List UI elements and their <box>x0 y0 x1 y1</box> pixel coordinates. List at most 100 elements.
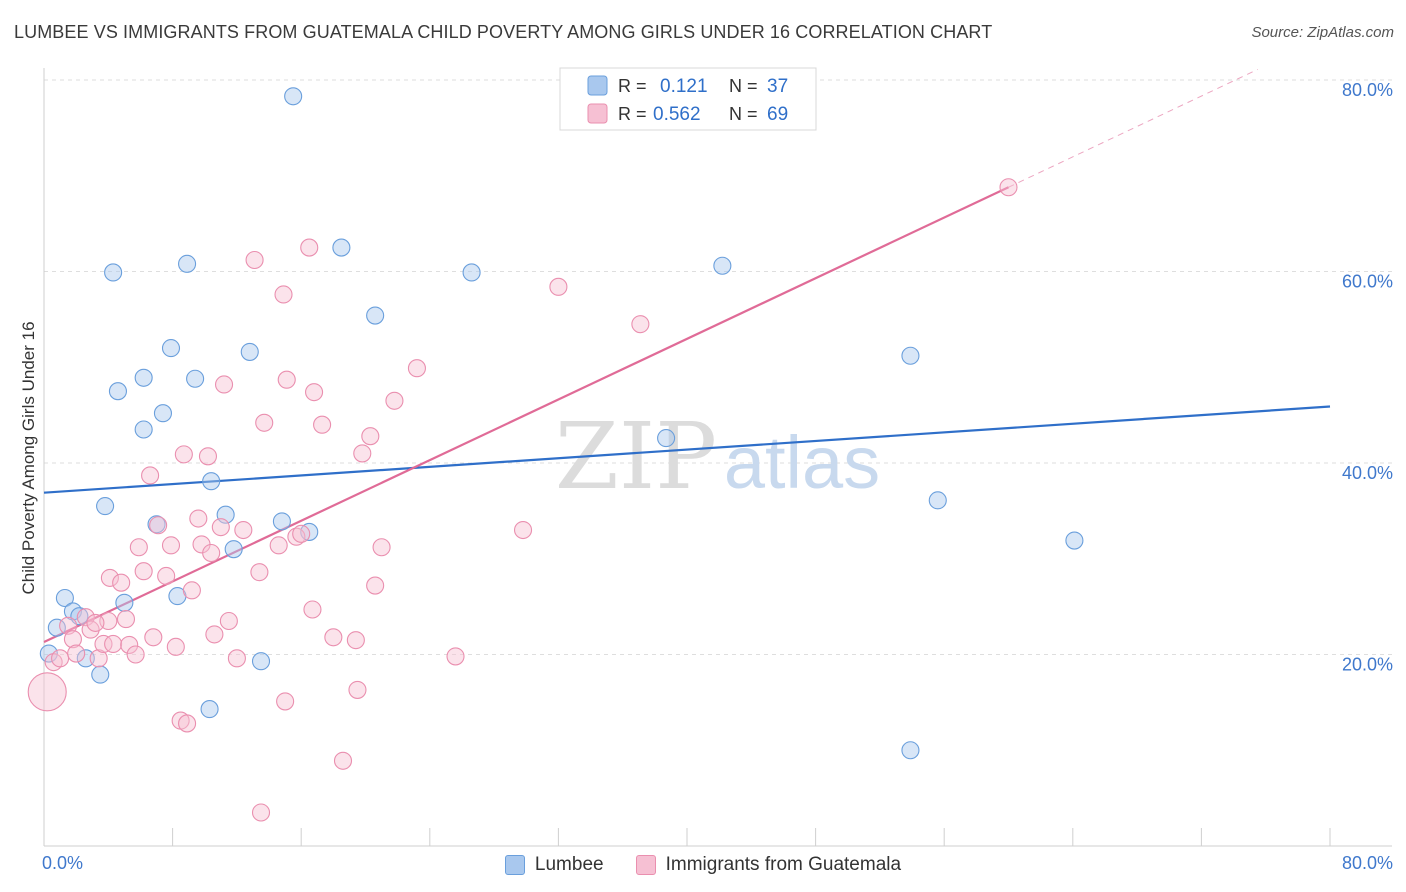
lumbee-point <box>251 652 271 671</box>
guatemala-point <box>182 581 201 600</box>
legend-box: R = 0.121 N = 37 R = 0.562 N = 69 <box>559 67 817 131</box>
x-tick-label-end: 80.0% <box>1342 853 1393 873</box>
guatemala-point <box>234 520 253 540</box>
guatemala-point <box>51 649 70 668</box>
legend-n-label-guatemala: N = <box>729 104 758 124</box>
lumbee-point <box>240 342 259 361</box>
lumbee-point <box>657 429 676 448</box>
lumbee-point <box>186 369 205 388</box>
source-credit: Source: ZipAtlas.com <box>1251 24 1394 41</box>
legend-label-lumbee: Lumbee <box>534 854 604 875</box>
guatemala-point <box>274 285 293 304</box>
guatemala-point <box>385 391 404 410</box>
lumbee-point <box>713 256 732 275</box>
legend-swatch-lumbee <box>587 75 608 96</box>
guatemala-point <box>251 803 271 822</box>
guatemala-point <box>211 518 230 537</box>
guatemala-point <box>245 250 264 270</box>
guatemala-point <box>178 714 197 733</box>
y-axis-label: Child Poverty Among Girls Under 16 <box>19 321 38 594</box>
guatemala-point <box>120 635 139 654</box>
lumbee-point <box>332 238 351 257</box>
lumbee-point <box>462 263 481 282</box>
legend-r-value-guatemala: 0.562 <box>653 104 701 125</box>
legend-r-label-lumbee: R = <box>618 76 647 96</box>
lumbee-point <box>202 472 221 491</box>
legend-swatch-lumbee-bottom <box>504 855 525 875</box>
lumbee-point <box>178 254 197 273</box>
guatemala-point <box>513 520 533 540</box>
guatemala-point <box>549 277 568 296</box>
lumbee-point <box>901 346 920 365</box>
guatemala-point <box>100 568 119 587</box>
guatemala-point <box>446 647 465 666</box>
lumbee-point <box>153 404 173 423</box>
y-tick-labels: 20.0% 40.0% 60.0% 80.0% <box>1342 80 1393 675</box>
lumbee-point <box>39 644 58 663</box>
series-lumbee-points <box>39 87 1084 760</box>
gridlines <box>44 79 1392 655</box>
lumbee-point <box>224 540 243 559</box>
guatemala-point <box>303 600 322 619</box>
guatemala-point <box>227 649 246 668</box>
guatemala-point <box>86 613 105 632</box>
guatemala-point <box>59 616 78 635</box>
lumbee-trend-line <box>43 405 1331 494</box>
guatemala-trend-extension <box>1008 69 1258 188</box>
lumbee-point <box>76 649 95 668</box>
guatemala-point <box>361 427 380 446</box>
guatemala-point <box>219 611 238 631</box>
guatemala-point <box>255 413 274 432</box>
guatemala-point <box>134 562 153 581</box>
guatemala-point <box>250 563 269 582</box>
guatemala-point <box>166 637 185 656</box>
guatemala-point <box>277 370 296 389</box>
guatemala-point <box>94 634 113 654</box>
guatemala-point <box>161 536 181 555</box>
lumbee-point <box>115 593 134 612</box>
guatemala-point <box>631 315 650 334</box>
lumbee-point <box>901 741 920 760</box>
guatemala-point <box>214 375 234 394</box>
y-tick-label: 80.0% <box>1342 80 1393 100</box>
guatemala-point <box>346 631 365 650</box>
guatemala-point <box>198 447 218 466</box>
y-tick-label: 40.0% <box>1342 463 1393 483</box>
lumbee-point <box>928 491 947 510</box>
guatemala-point <box>269 536 288 555</box>
lumbee-point <box>161 339 181 358</box>
lumbee-point <box>104 263 123 282</box>
guatemala-point <box>202 543 221 563</box>
legend-r-value-lumbee: 0.121 <box>660 76 708 97</box>
watermark: ZIP atlas <box>555 403 880 510</box>
legend-label-guatemala: Immigrants from Guatemala <box>665 854 902 875</box>
guatemala-point <box>116 610 136 629</box>
guatemala-point <box>144 628 163 647</box>
lumbee-point <box>91 665 110 684</box>
guatemala-point <box>112 573 131 592</box>
guatemala-point <box>348 680 367 699</box>
lumbee-point <box>134 420 153 439</box>
x-tick-label-start: 0.0% <box>42 853 83 873</box>
guatemala-point <box>276 692 295 711</box>
guatemala-trend-line <box>43 186 1009 644</box>
y-tick-label: 20.0% <box>1342 655 1393 675</box>
lumbee-point <box>96 497 115 516</box>
watermark-atlas: atlas <box>724 421 880 504</box>
guatemala-point <box>287 527 306 546</box>
guatemala-point <box>205 625 224 644</box>
legend-n-value-lumbee: 37 <box>767 76 788 97</box>
guatemala-point <box>999 178 1018 197</box>
guatemala-point <box>324 628 343 647</box>
chart-title: LUMBEE VS IMMIGRANTS FROM GUATEMALA CHIL… <box>14 22 993 42</box>
axes <box>43 68 1392 847</box>
legend-item-guatemala: Immigrants from Guatemala <box>635 854 902 876</box>
lumbee-point <box>200 700 219 719</box>
guatemala-point <box>292 524 311 543</box>
legend-r-label-guatemala: R = <box>618 104 647 124</box>
guatemala-point <box>157 566 176 586</box>
lumbee-point <box>55 588 74 608</box>
legend-swatch-guatemala-bottom <box>635 855 656 875</box>
data-points <box>27 87 1084 822</box>
